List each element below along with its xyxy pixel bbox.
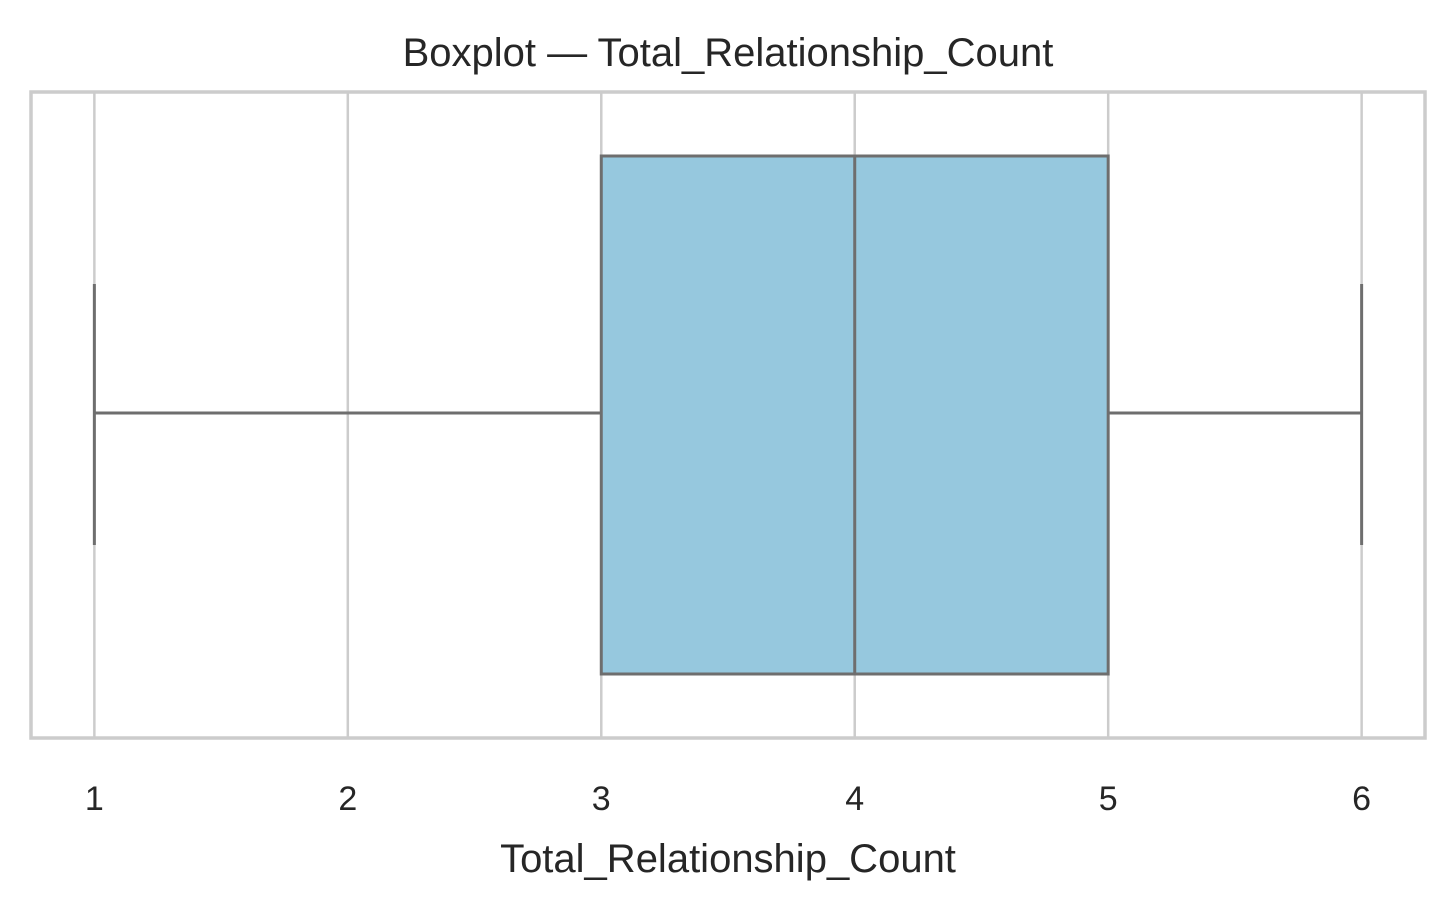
x-tick-labels: 1 2 3 4 5 6 [85,780,1371,818]
x-tick-label-5: 5 [1099,780,1118,818]
x-tick-label-6: 6 [1352,780,1371,818]
plot-frame [29,90,1427,740]
x-tick-label-1: 1 [85,780,104,818]
x-tick-label-2: 2 [338,780,357,818]
chart-title: Boxplot — Total_Relationship_Count [403,31,1054,75]
x-axis-label: Total_Relationship_Count [500,837,956,881]
x-tick-label-3: 3 [592,780,611,818]
x-tick-label-4: 4 [845,780,864,818]
box-plot [92,154,1364,676]
